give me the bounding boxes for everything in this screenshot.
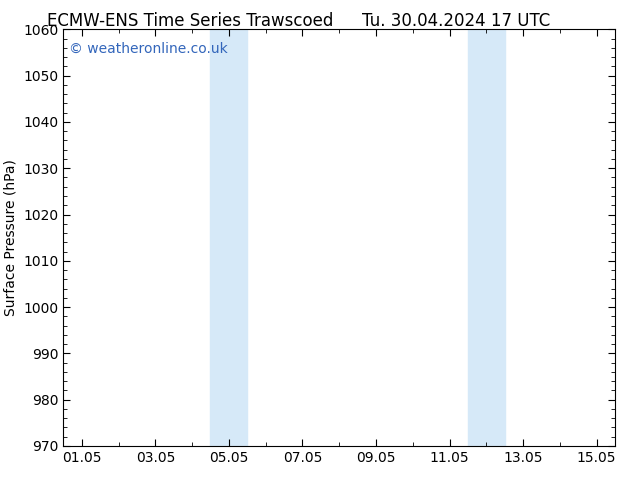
Bar — [210, 29, 247, 446]
Bar — [468, 29, 505, 446]
Text: ECMW-ENS Time Series Trawscoed: ECMW-ENS Time Series Trawscoed — [47, 12, 333, 30]
Text: © weatheronline.co.uk: © weatheronline.co.uk — [69, 42, 228, 56]
Text: Tu. 30.04.2024 17 UTC: Tu. 30.04.2024 17 UTC — [363, 12, 550, 30]
Y-axis label: Surface Pressure (hPa): Surface Pressure (hPa) — [4, 159, 18, 316]
